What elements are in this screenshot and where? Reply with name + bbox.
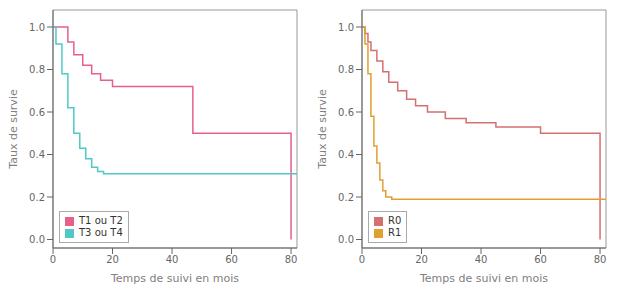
svg-text:0.6: 0.6: [29, 107, 45, 118]
svg-text:0.4: 0.4: [29, 149, 45, 160]
svg-text:0: 0: [50, 254, 56, 265]
svg-text:60: 60: [225, 254, 238, 265]
svg-text:Temps de suivi en mois: Temps de suivi en mois: [110, 272, 239, 285]
html-text:T1 ou T2: T1 ou T2: [79, 215, 123, 226]
svg-text:20: 20: [106, 254, 119, 265]
svg-text:0.6: 0.6: [338, 107, 354, 118]
svg-text:20: 20: [415, 254, 428, 265]
svg-text:0.2: 0.2: [338, 192, 354, 203]
svg-text:0.0: 0.0: [29, 234, 45, 245]
svg-text:0.0: 0.0: [338, 234, 354, 245]
svg-text:1.0: 1.0: [338, 22, 354, 33]
svg-text:0.4: 0.4: [338, 149, 354, 160]
html-text:R1: R1: [388, 227, 402, 238]
svg-text:Taux de survie: Taux de survie: [8, 89, 20, 170]
svg-text:40: 40: [475, 254, 488, 265]
svg-text:Taux de survie: Taux de survie: [316, 89, 329, 170]
svg-text:40: 40: [166, 254, 179, 265]
html-text:T3 ou T4: T3 ou T4: [79, 227, 123, 238]
svg-text:60: 60: [534, 254, 547, 265]
svg-text:1.0: 1.0: [29, 22, 45, 33]
svg-text:80: 80: [594, 254, 607, 265]
html-text:R0: R0: [388, 215, 402, 226]
svg-text:0.2: 0.2: [29, 192, 45, 203]
svg-text:80: 80: [285, 254, 298, 265]
svg-text:Temps de suivi en mois: Temps de suivi en mois: [419, 272, 548, 285]
svg-text:0.8: 0.8: [338, 64, 354, 75]
svg-text:0: 0: [359, 254, 365, 265]
svg-text:0.8: 0.8: [29, 64, 45, 75]
